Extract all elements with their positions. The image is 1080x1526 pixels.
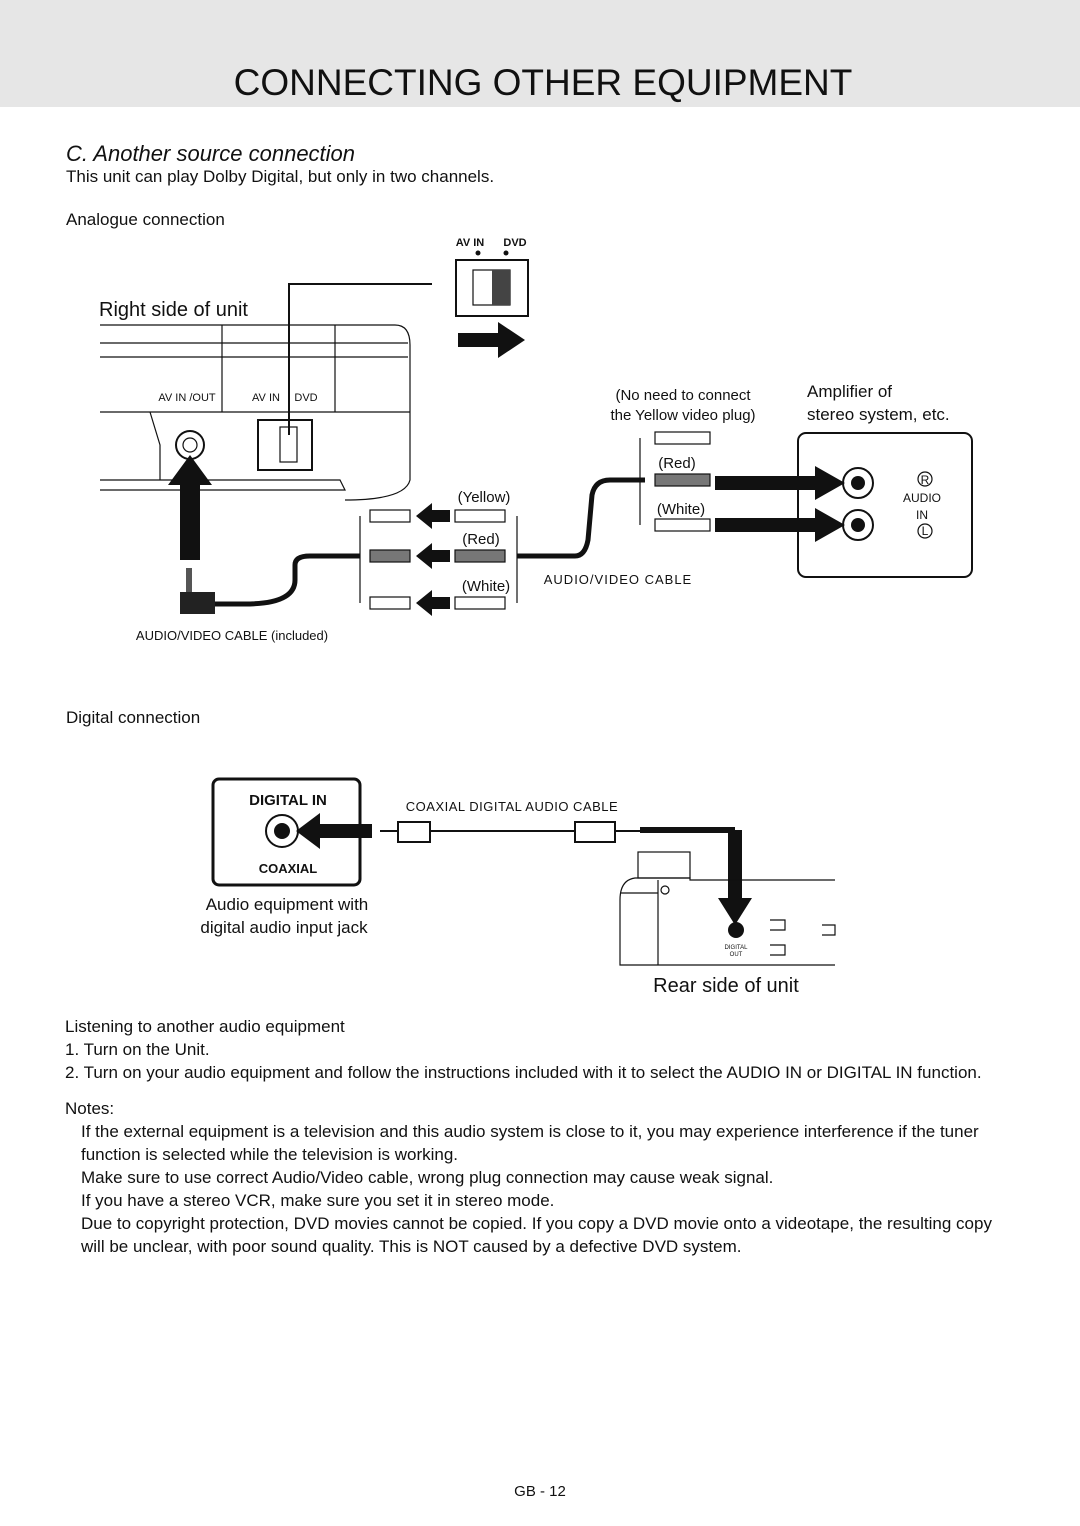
step: 1. Turn on the Unit.	[65, 1040, 210, 1059]
amp-port: AUDIO	[903, 491, 941, 505]
equip-label: digital audio input jack	[200, 918, 368, 937]
note: If you have a stereo VCR, make sure you …	[81, 1191, 555, 1210]
cable-label: COAXIAL DIGITAL AUDIO CABLE	[406, 799, 618, 814]
intro: This unit can play Dolby Digital, but on…	[66, 167, 494, 186]
subheading: Digital connection	[66, 708, 200, 727]
label: DVD	[503, 237, 526, 249]
label: AV IN	[456, 237, 485, 249]
page-number: GB - 12	[514, 1483, 566, 1500]
header-band	[0, 0, 1080, 107]
subheading: Analogue connection	[66, 210, 225, 229]
step: 2. Turn on your audio equipment and foll…	[65, 1063, 982, 1082]
note: If the external equipment is a televisio…	[81, 1122, 979, 1164]
notes-heading: Notes:	[65, 1099, 115, 1118]
unit-label: Right side of unit	[99, 299, 248, 321]
unit-label: Rear side of unit	[653, 975, 799, 997]
note: (No need to connect	[615, 387, 751, 404]
plug-label: (Red)	[658, 455, 696, 472]
page-title: CONNECTING OTHER EQUIPMENT	[234, 62, 853, 103]
plug-label: (White)	[657, 501, 705, 518]
port-label: AV IN /OUT	[158, 392, 216, 404]
port-label: OUT	[730, 952, 743, 958]
cable-label: AUDIO/VIDEO CABLE	[544, 572, 692, 587]
note: the Yellow video plug)	[610, 407, 755, 424]
box-title: DIGITAL IN	[249, 792, 327, 809]
amp-port: IN	[916, 508, 928, 522]
box-sub: COAXIAL	[259, 861, 318, 876]
plug-label: (Red)	[462, 531, 500, 548]
note: Due to copyright protection, DVD movies …	[81, 1214, 992, 1256]
section-title: C. Another source connection	[66, 141, 355, 166]
port-label: DIGITAL	[725, 945, 749, 951]
port-label: AV IN	[252, 392, 280, 404]
port-label: DVD	[294, 392, 317, 404]
amp-label: Amplifier of	[807, 382, 892, 401]
amp-port: R	[921, 473, 930, 487]
steps-heading: Listening to another audio equipment	[65, 1017, 345, 1036]
note: Make sure to use correct Audio/Video cab…	[81, 1168, 774, 1187]
plug-label: (Yellow)	[458, 489, 511, 506]
amp-label: stereo system, etc.	[807, 405, 950, 424]
steps: Listening to another audio equipment 1. …	[65, 1015, 1020, 1258]
amp-port: L	[922, 524, 929, 538]
cable-label: AUDIO/VIDEO CABLE (included)	[136, 628, 328, 643]
plug-label: (White)	[462, 578, 510, 595]
equip-label: Audio equipment with	[206, 895, 369, 914]
